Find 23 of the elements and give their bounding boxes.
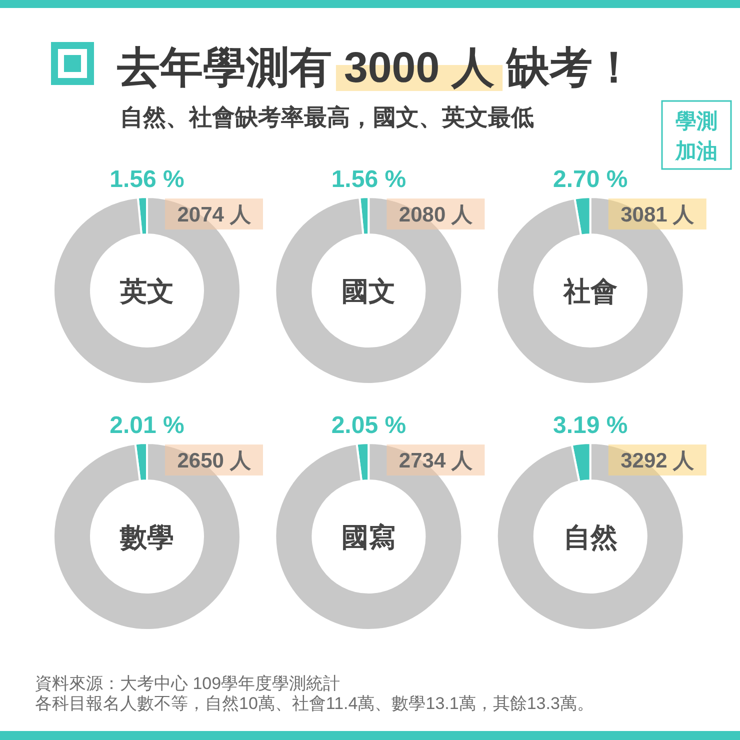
data-label: 2.05 % — [331, 412, 406, 439]
text: 2734 人 — [398, 450, 474, 472]
data-label: 2.01 % — [110, 412, 184, 439]
text: 3081 人 — [620, 204, 696, 226]
data-label: 2.70 % — [553, 166, 628, 193]
text: 各科目報名人數不等，自然10萬、社會11.4萬、數學13.1萬，其餘13.3萬。 — [35, 694, 594, 713]
text: 英文 — [119, 276, 174, 306]
text: 學測加油 — [674, 110, 718, 163]
text: 2074 人 — [177, 204, 252, 226]
text: 國寫 — [342, 522, 396, 552]
text: 社會 — [562, 276, 618, 306]
text: 數學 — [119, 522, 174, 552]
text: 2080 人 — [398, 204, 474, 226]
data-label: 1.56 % — [331, 166, 406, 193]
text: 3292 人 — [620, 450, 696, 472]
text: 2650 人 — [177, 450, 252, 472]
text: 去年學測有 3000 人 缺考！ — [116, 44, 636, 92]
text: 自然 — [563, 522, 618, 552]
data-label: 1.56 % — [110, 166, 184, 193]
source-note: 資料來源：大考中心 109學年度學測統計 — [35, 674, 340, 693]
text: 國文 — [342, 276, 396, 306]
text: 自然、社會缺考率最高，國文、英文最低 — [120, 104, 534, 130]
data-label: 3.19 % — [553, 412, 628, 439]
